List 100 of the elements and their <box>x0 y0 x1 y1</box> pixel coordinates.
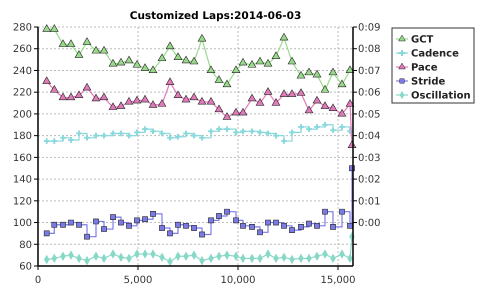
point <box>166 78 174 85</box>
point <box>58 92 68 100</box>
x-tick-label: 0 <box>34 275 42 286</box>
point <box>249 128 255 134</box>
point <box>198 97 206 104</box>
point <box>148 100 158 108</box>
point <box>190 92 198 100</box>
point <box>101 226 107 232</box>
point <box>248 94 256 102</box>
point <box>134 130 140 136</box>
point <box>289 227 295 233</box>
point <box>298 124 304 130</box>
point <box>82 37 92 45</box>
point <box>150 128 156 134</box>
point <box>208 218 214 224</box>
point <box>296 88 306 96</box>
point <box>175 222 181 228</box>
point <box>248 60 256 68</box>
y-tick-label: 240 <box>12 66 32 77</box>
point <box>272 98 280 106</box>
point <box>322 208 328 215</box>
point <box>304 106 314 114</box>
point <box>328 104 338 112</box>
point <box>314 124 320 130</box>
point <box>68 137 74 143</box>
point <box>264 59 272 66</box>
point <box>60 222 66 228</box>
y-tick-label: 140 <box>12 174 32 186</box>
point <box>289 130 295 136</box>
point <box>182 56 190 64</box>
point <box>338 80 346 88</box>
point <box>134 218 140 224</box>
point <box>240 128 246 134</box>
point <box>296 71 306 78</box>
y-tick-label: 80 <box>19 240 32 251</box>
y-tick-label: 200 <box>12 109 32 120</box>
point <box>76 222 82 228</box>
y-tick-label: 100 <box>12 218 32 230</box>
point <box>314 222 320 229</box>
point <box>118 220 124 226</box>
x-tick-label: 5,000 <box>124 275 152 286</box>
point <box>306 220 312 226</box>
point <box>257 229 263 236</box>
point <box>175 134 181 140</box>
point <box>140 95 150 102</box>
legend-label: Oscillation <box>411 90 471 102</box>
point <box>51 138 58 144</box>
point <box>132 60 142 68</box>
point <box>199 134 205 141</box>
point <box>150 211 156 217</box>
point <box>100 46 108 54</box>
point <box>42 24 51 32</box>
point <box>238 108 248 116</box>
point <box>142 216 148 222</box>
point <box>124 56 134 64</box>
point <box>101 132 107 138</box>
point <box>159 225 165 231</box>
y-tick-label: 260 <box>12 44 32 56</box>
point <box>320 85 330 93</box>
point <box>42 76 51 84</box>
point <box>167 134 173 141</box>
point <box>142 126 148 132</box>
point <box>44 230 50 236</box>
point <box>100 92 108 100</box>
point <box>265 130 271 136</box>
point <box>233 130 239 136</box>
point <box>330 127 336 134</box>
point <box>339 208 345 215</box>
point <box>191 225 197 231</box>
point <box>44 138 50 144</box>
point <box>76 130 82 136</box>
point <box>126 132 132 138</box>
point <box>257 130 263 136</box>
point <box>330 224 336 230</box>
point <box>312 70 322 78</box>
point <box>216 126 222 132</box>
point <box>82 83 92 90</box>
point <box>183 222 189 229</box>
legend-label: Cadence <box>411 48 460 60</box>
x-tick-label: 15,000 <box>320 275 356 286</box>
point <box>58 40 68 47</box>
y2-tick-label: 0:00 <box>358 218 380 230</box>
point <box>256 98 264 106</box>
point <box>224 208 230 215</box>
point <box>60 134 66 141</box>
point <box>214 75 224 83</box>
point <box>265 220 271 226</box>
point <box>140 64 150 71</box>
y-tick-label: 280 <box>12 22 32 34</box>
y2-tick-label: 0:07 <box>358 66 380 77</box>
point <box>320 102 330 109</box>
y2-tick-label: 0:03 <box>358 152 380 164</box>
point <box>216 213 222 219</box>
point <box>158 99 166 107</box>
point <box>66 40 76 47</box>
legend-label: Pace <box>411 62 438 74</box>
point <box>183 130 189 136</box>
point <box>166 42 174 50</box>
point <box>322 122 328 128</box>
legend-label: Stride <box>411 76 446 88</box>
